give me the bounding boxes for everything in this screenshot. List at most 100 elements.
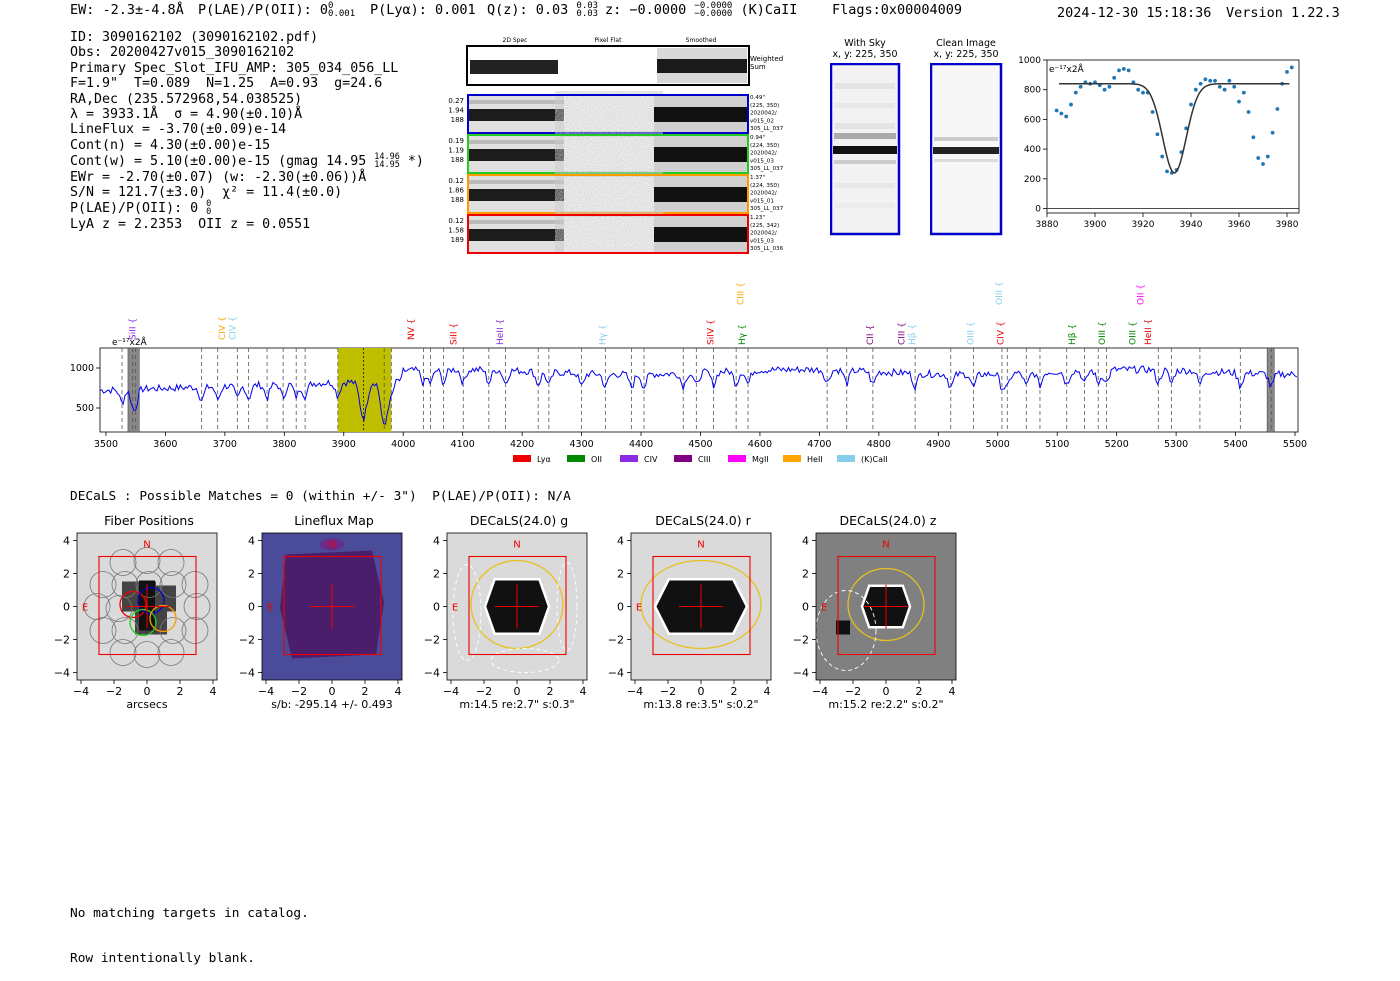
info-contw: Cont(w) = 5.10(±0.00)e-15 (gmag 14.95 14…: [70, 153, 424, 170]
fit-data-point: [1165, 169, 1169, 174]
fiber-circle: [157, 639, 185, 666]
spectrum-xtick-label: 4500: [688, 439, 712, 450]
cutout-row-right-value: v015_02: [750, 118, 774, 124]
header-z-text: z: −0.0000: [605, 2, 687, 18]
stamp-xlabel: m:13.8 re:3.5" s:0.2": [643, 698, 758, 711]
fit-data-point: [1241, 90, 1246, 95]
fit-data-point: [1126, 68, 1131, 73]
info-primary: Primary Spec_Slot_IFU_AMP: 305_034_056_L…: [70, 60, 399, 76]
cutout-row-frame: [467, 174, 749, 214]
cutout-row-right-value: 0.94": [750, 135, 765, 141]
galaxy-ellipse: [847, 567, 925, 642]
header-qz-text: Q(z): 0.03: [487, 2, 569, 18]
cutout-smoothed-band: [654, 147, 747, 162]
stamp-ytick-label: −2: [54, 634, 70, 647]
fit-data-point: [1213, 78, 1217, 83]
cutout-row-right-value: (224, 350): [750, 143, 779, 149]
stamp-xtick-label: 2: [916, 685, 923, 698]
legend-label: (K)CaII: [861, 455, 888, 464]
header-ew: EW: -2.3±-4.8Å: [70, 2, 184, 18]
spectrum-xtick-label: 3600: [153, 439, 177, 450]
legend-label: OII: [591, 455, 602, 464]
fit-data-point: [1189, 102, 1193, 107]
stamp-ytick-label: 4: [248, 535, 255, 548]
stamp-xtick-label: −2: [845, 685, 861, 698]
lineflux-spot: [320, 538, 344, 551]
info-radec: RA,Dec (235.572968,54.038525): [70, 91, 303, 107]
stamp-xtick-label: 4: [210, 685, 217, 698]
info-contw-end: *): [407, 154, 424, 170]
info-plae-sub: 0: [206, 207, 212, 218]
footer-line-2: Row intentionally blank.: [70, 951, 255, 966]
info-fwhm: F=1.9" T=0.089 N=1.25 A=0.93 g=24.6: [70, 76, 383, 92]
legend-label: MgII: [752, 455, 769, 464]
cutout-row-right-value: v015_03: [750, 238, 774, 244]
stamp-xlabel: m:15.2 re:2.2" s:0.2": [828, 698, 943, 711]
cutout-row-frame: [467, 214, 749, 254]
stamp-xtick-label: 2: [362, 685, 369, 698]
spectrum-line-label: CIII {: [736, 282, 746, 305]
stamp-xtick-label: 2: [547, 685, 554, 698]
stamp-xlabel: arcsecs: [126, 698, 168, 711]
spectrum-xtick-label: 3900: [332, 439, 356, 450]
stamp-ytick-label: 2: [248, 568, 255, 581]
spectrum-line-label: Hβ {: [908, 324, 918, 345]
neighbor-ellipse: [815, 590, 877, 671]
stamp-xlabel: m:14.5 re:2.7" s:0.3": [459, 698, 574, 711]
header-z-tag: (K)CaII: [740, 2, 798, 18]
compass-north: N: [513, 540, 520, 551]
legend-label: CIII: [698, 455, 711, 464]
cutout-row-right-value: v015_01: [750, 198, 774, 204]
cutout-smoothed-band: [654, 187, 747, 202]
fit-data-point: [1112, 75, 1117, 80]
aperture-box: [98, 555, 197, 656]
info-plae-text: P(LAE)/P(OII): 0: [70, 201, 199, 217]
fit-data-point: [1160, 154, 1165, 159]
fit-data-point: [1141, 90, 1145, 95]
spectrum-line-label: OII {: [1136, 284, 1146, 305]
fit-xtick-label: 3960: [1228, 220, 1251, 230]
spectrum-line-label: OIII {: [1098, 321, 1108, 345]
spectrum-xtick-label: 4400: [629, 439, 653, 450]
spectrum-line: [99, 365, 1298, 425]
compass-north: N: [697, 540, 704, 551]
fit-data-point: [1054, 108, 1059, 113]
fit-ytick-label: 600: [1024, 115, 1041, 125]
cutout-row-right-value: 305_LL_037: [750, 206, 784, 212]
fit-xtick-label: 3920: [1132, 220, 1155, 230]
stamp-xtick-label: −4: [443, 685, 459, 698]
clean-image-title: Clean Image x, y: 225, 350: [928, 38, 1004, 60]
legend-label: CIV: [644, 455, 658, 464]
fit-data-point: [1150, 110, 1155, 114]
fit-ytick-label: 400: [1024, 145, 1041, 155]
cutout-row-left-value: 1.19: [448, 147, 464, 155]
stamp-ytick-label: 4: [802, 535, 809, 548]
spectrum-line-label: CIV {: [997, 321, 1007, 345]
header-qz: Q(z): 0.03 0.03 0.03: [487, 2, 598, 19]
header-timestamp: 2024-12-30 15:18:36: [1057, 5, 1212, 21]
fiber-circle: [157, 549, 185, 576]
info-plae-sup: 0: [206, 199, 212, 210]
cutout-row-left-value: 188: [451, 156, 464, 164]
stamp-ytick-label: 0: [63, 601, 70, 614]
fiber-circle: [183, 593, 211, 620]
fit-data-point: [1121, 67, 1126, 71]
header-flags: Flags:0x00004009: [832, 2, 963, 18]
spectrum-xtick-label: 4800: [867, 439, 891, 450]
fit-data-point: [1208, 78, 1213, 83]
stamp-xtick-label: −4: [812, 685, 828, 698]
stamp-panel: DECaLS(24.0) r N E −4 −2 0 2 4 m:13.8 re:3.5" s:…: [608, 513, 772, 711]
fiber-circle-red: [119, 590, 147, 619]
spectrum-line-label: NV {: [407, 319, 417, 340]
stamp-xtick-label: −2: [476, 685, 492, 698]
cutout-row-left-value: 0.27: [448, 97, 464, 105]
compass-east: E: [452, 603, 458, 614]
stamp-title: DECaLS(24.0) z: [840, 513, 937, 528]
header-plae-text: P(LAE)/P(OII): 0: [198, 2, 329, 18]
fiber-circle-orange: [149, 604, 177, 633]
stamp-ytick-label: −4: [608, 667, 624, 680]
neighbor-ellipse: [556, 562, 578, 651]
stamp-ytick-label: −4: [424, 667, 440, 680]
fiber-circle: [181, 617, 209, 644]
